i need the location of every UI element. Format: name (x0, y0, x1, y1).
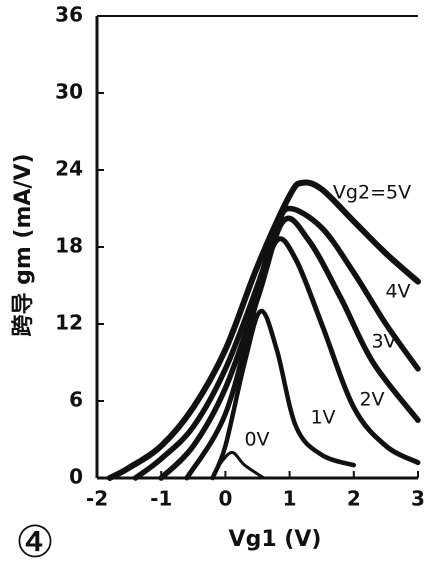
line-series (217, 450, 266, 480)
y-axis-label: 跨导 gm (mA/V) (11, 153, 36, 336)
y-tick-label: 0 (69, 465, 83, 489)
y-tick-label: 36 (55, 3, 83, 27)
x-tick-label: 2 (347, 487, 361, 511)
line-series (184, 236, 421, 481)
series-label: 1V (310, 407, 335, 429)
x-tick-label: 0 (218, 487, 232, 511)
y-tick-label: 6 (69, 388, 83, 412)
y-tick-label: 18 (55, 234, 83, 258)
x-axis-label: Vg1 (V) (229, 527, 322, 552)
line-series (158, 215, 421, 481)
x-tick-label: 3 (411, 487, 425, 511)
y-tick-label: 30 (55, 80, 83, 104)
x-tick-label: -2 (86, 487, 108, 511)
y-tick-label: 24 (55, 157, 83, 181)
line-series (106, 179, 421, 481)
panel-label: ④ (15, 517, 54, 568)
series-label: 2V (359, 389, 384, 411)
x-tick-label: -1 (150, 487, 172, 511)
series-label: 0V (244, 429, 269, 451)
series-label: 4V (385, 281, 410, 303)
line-series (210, 308, 357, 481)
y-tick-label: 12 (55, 311, 83, 335)
x-tick-label: 1 (283, 487, 297, 511)
series-label: Vg2=5V (333, 182, 411, 204)
series-label: 3V (371, 331, 396, 353)
